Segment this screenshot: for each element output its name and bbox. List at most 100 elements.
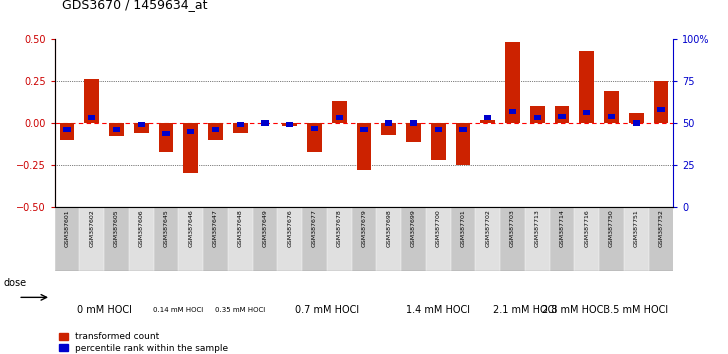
- Bar: [336, 115, 343, 120]
- Bar: [406, 123, 421, 142]
- Bar: [237, 122, 244, 127]
- Bar: [187, 129, 194, 134]
- Text: GSM387698: GSM387698: [387, 209, 391, 247]
- Text: 3.5 mM HOCl: 3.5 mM HOCl: [604, 305, 668, 315]
- Bar: [657, 107, 665, 112]
- Bar: [484, 115, 491, 120]
- Text: GSM387699: GSM387699: [411, 209, 416, 247]
- Bar: [649, 207, 673, 271]
- Text: GSM387605: GSM387605: [114, 209, 119, 247]
- Bar: [63, 127, 71, 132]
- Bar: [352, 207, 376, 271]
- Legend: transformed count, percentile rank within the sample: transformed count, percentile rank withi…: [59, 332, 229, 353]
- Bar: [277, 207, 302, 271]
- Bar: [138, 122, 145, 127]
- Bar: [505, 42, 520, 123]
- Text: dose: dose: [4, 278, 27, 288]
- Bar: [282, 123, 297, 126]
- Bar: [228, 207, 253, 271]
- Text: GSM387713: GSM387713: [535, 209, 539, 247]
- Bar: [253, 207, 277, 271]
- Bar: [261, 120, 269, 126]
- Bar: [550, 207, 574, 271]
- Text: GSM387606: GSM387606: [139, 209, 143, 247]
- Bar: [574, 207, 599, 271]
- Text: 2.8 mM HOCl: 2.8 mM HOCl: [542, 305, 606, 315]
- Bar: [426, 207, 451, 271]
- Text: 0.7 mM HOCl: 0.7 mM HOCl: [295, 305, 359, 315]
- Text: GSM387602: GSM387602: [90, 209, 94, 247]
- Bar: [608, 114, 615, 119]
- Text: GSM387702: GSM387702: [486, 209, 490, 247]
- Bar: [360, 127, 368, 132]
- Text: GDS3670 / 1459634_at: GDS3670 / 1459634_at: [62, 0, 207, 11]
- Bar: [357, 123, 371, 170]
- Bar: [307, 123, 322, 152]
- Bar: [456, 123, 470, 165]
- Text: GSM387703: GSM387703: [510, 209, 515, 247]
- Bar: [459, 127, 467, 132]
- Bar: [79, 207, 104, 271]
- Bar: [134, 123, 149, 133]
- Bar: [410, 120, 417, 126]
- Bar: [113, 127, 120, 132]
- Text: GSM387700: GSM387700: [436, 209, 440, 247]
- Bar: [109, 123, 124, 136]
- Text: 1.4 mM HOCl: 1.4 mM HOCl: [406, 305, 470, 315]
- Text: GSM387647: GSM387647: [213, 209, 218, 247]
- Bar: [129, 207, 154, 271]
- Bar: [525, 207, 550, 271]
- Text: 0.14 mM HOCl: 0.14 mM HOCl: [153, 307, 204, 313]
- Bar: [381, 123, 396, 135]
- Bar: [401, 207, 426, 271]
- Bar: [604, 91, 619, 123]
- Bar: [599, 207, 624, 271]
- Text: GSM387679: GSM387679: [362, 209, 366, 247]
- Bar: [311, 126, 318, 131]
- Bar: [385, 120, 392, 126]
- Bar: [159, 123, 173, 152]
- Text: GSM387649: GSM387649: [263, 209, 267, 247]
- Bar: [183, 123, 198, 173]
- Text: 2.1 mM HOCl: 2.1 mM HOCl: [493, 305, 557, 315]
- Bar: [509, 109, 516, 114]
- Bar: [55, 207, 79, 271]
- Text: GSM387751: GSM387751: [634, 209, 638, 247]
- Text: GSM387601: GSM387601: [65, 209, 69, 247]
- Text: GSM387676: GSM387676: [288, 209, 292, 247]
- Bar: [583, 110, 590, 115]
- Bar: [475, 207, 500, 271]
- Bar: [286, 122, 293, 127]
- Bar: [431, 123, 446, 160]
- Bar: [60, 123, 74, 140]
- Bar: [534, 115, 541, 120]
- Text: GSM387716: GSM387716: [585, 209, 589, 247]
- Bar: [84, 79, 99, 123]
- Bar: [624, 207, 649, 271]
- Bar: [435, 127, 442, 132]
- Bar: [633, 120, 640, 126]
- Text: GSM387750: GSM387750: [609, 209, 614, 247]
- Text: GSM387648: GSM387648: [238, 209, 242, 247]
- Bar: [629, 113, 644, 123]
- Bar: [88, 115, 95, 120]
- Bar: [233, 123, 248, 133]
- Bar: [654, 81, 668, 123]
- Text: GSM387714: GSM387714: [560, 209, 564, 247]
- Text: GSM387678: GSM387678: [337, 209, 341, 247]
- Bar: [332, 101, 347, 123]
- Bar: [302, 207, 327, 271]
- Text: GSM387646: GSM387646: [189, 209, 193, 247]
- Text: GSM387645: GSM387645: [164, 209, 168, 247]
- Text: 0 mM HOCl: 0 mM HOCl: [76, 305, 132, 315]
- Bar: [178, 207, 203, 271]
- Text: GSM387752: GSM387752: [659, 209, 663, 247]
- Bar: [555, 106, 569, 123]
- Bar: [104, 207, 129, 271]
- Text: GSM387677: GSM387677: [312, 209, 317, 247]
- Bar: [203, 207, 228, 271]
- Bar: [451, 207, 475, 271]
- Bar: [376, 207, 401, 271]
- Bar: [327, 207, 352, 271]
- Bar: [212, 127, 219, 132]
